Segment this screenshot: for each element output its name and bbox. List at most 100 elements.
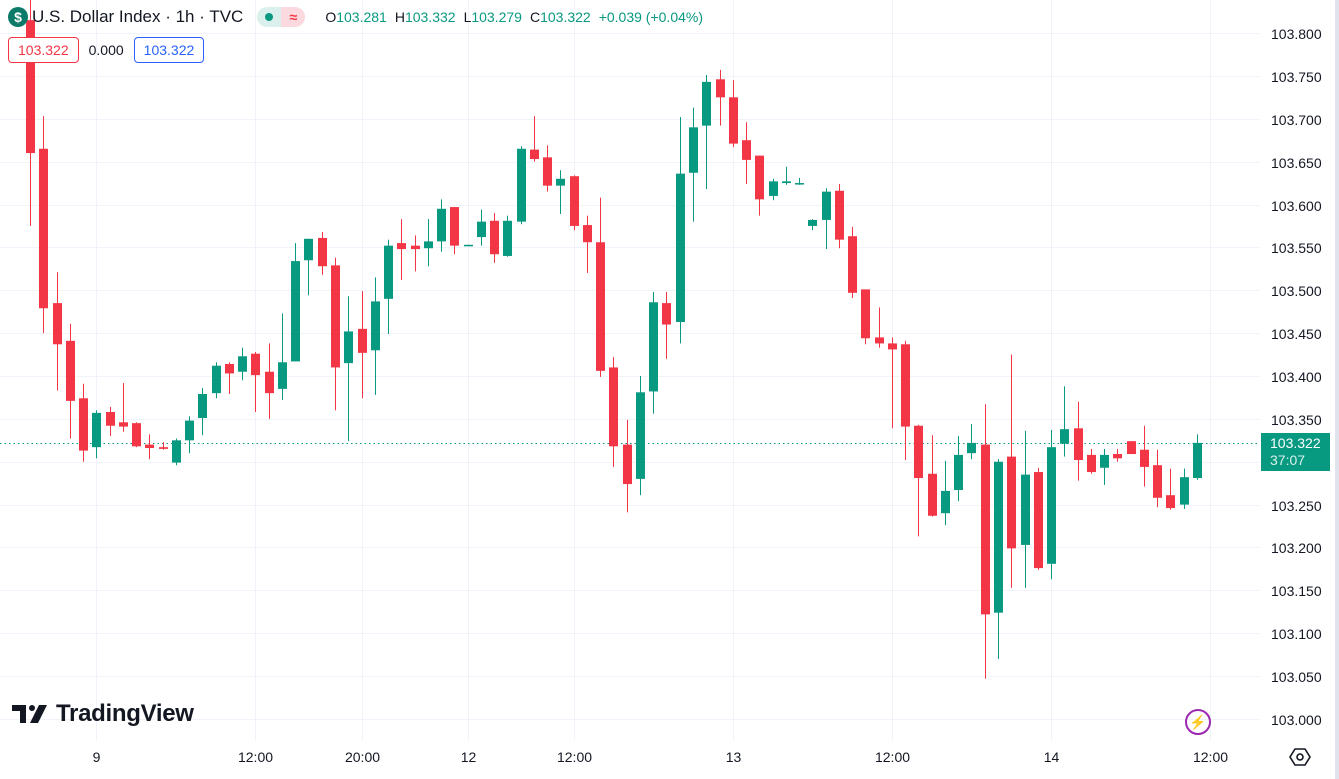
tradingview-logo[interactable]: TradingView — [12, 700, 194, 728]
sell-button[interactable]: 103.322 — [8, 37, 79, 63]
candle-body — [848, 236, 857, 293]
settings-hexagon-icon[interactable] — [1289, 746, 1311, 768]
candle-down — [609, 357, 618, 467]
candle-up — [1180, 468, 1189, 509]
candle-up — [424, 219, 433, 267]
ohlc-values: O103.281 H103.332 L103.279 C103.322 +0.0… — [325, 9, 703, 25]
candle-up — [371, 277, 380, 395]
candle-down — [119, 382, 128, 432]
candle-body — [649, 302, 658, 392]
candle-body — [437, 208, 446, 242]
candle-body — [251, 353, 260, 376]
candle-down — [1140, 425, 1149, 487]
right-scrollbar[interactable] — [1335, 0, 1339, 779]
candle-body — [941, 490, 950, 514]
candle-up — [941, 460, 950, 526]
symbol-legend: $ U.S. Dollar Index · 1h · TVC ≈ O103.28… — [8, 6, 703, 28]
candle-up — [437, 199, 446, 252]
time-tick-label: 12:00 — [237, 749, 274, 765]
last-price-tag: 103.322 37:07 — [1261, 433, 1330, 471]
candle-wick — [892, 337, 893, 429]
candle-body — [517, 148, 526, 222]
time-tick-label: 12:00 — [874, 749, 911, 765]
candle-wick — [560, 170, 561, 214]
candle-up — [464, 244, 473, 247]
candle-down — [1034, 467, 1043, 570]
price-tick-label: 103.750 — [1271, 68, 1322, 85]
candle-body — [1166, 495, 1175, 509]
candle-up — [1047, 430, 1056, 580]
candle-down — [159, 442, 168, 450]
candle-up — [1060, 386, 1069, 457]
candle-down — [66, 323, 75, 439]
candle-up — [212, 362, 221, 399]
close-value: 103.322 — [540, 9, 591, 25]
candle-body — [755, 155, 764, 200]
candle-body — [411, 245, 420, 250]
candle-body — [967, 442, 976, 454]
candle-body — [1113, 454, 1122, 459]
price-tick-label: 103.250 — [1271, 497, 1322, 514]
candle-down — [265, 343, 274, 419]
candle-down — [106, 406, 115, 437]
candle-body — [1007, 456, 1016, 549]
price-tick-label: 103.700 — [1271, 111, 1322, 128]
price-tick-label: 103.800 — [1271, 25, 1322, 42]
candle-body — [623, 444, 632, 485]
candle-up — [636, 376, 645, 496]
candle-down — [411, 235, 420, 272]
symbol-title[interactable]: U.S. Dollar Index · 1h · TVC — [32, 7, 244, 26]
time-tick-label: 12:00 — [1192, 749, 1229, 765]
candle-body — [662, 303, 671, 325]
candle-wick — [229, 362, 230, 395]
price-tick-label: 103.600 — [1271, 197, 1322, 214]
candle-body — [689, 127, 698, 173]
lightning-icon[interactable]: ⚡ — [1185, 709, 1211, 735]
candle-up — [822, 188, 831, 250]
candle-body — [742, 140, 751, 160]
candle-body — [79, 398, 88, 451]
candle-down — [1087, 448, 1096, 474]
candle-body — [570, 176, 579, 226]
buy-button[interactable]: 103.322 — [133, 37, 205, 63]
candle-down — [1113, 448, 1122, 462]
market-status[interactable]: ≈ — [257, 7, 306, 27]
candle-body — [106, 412, 115, 426]
candle-body — [835, 190, 844, 240]
candle-wick — [415, 235, 416, 272]
candle-body — [716, 79, 725, 98]
candle-body — [914, 425, 923, 479]
price-tick-label: 103.150 — [1271, 582, 1322, 599]
candle-down — [1166, 468, 1175, 510]
candle-down — [662, 291, 671, 359]
candle-body — [92, 412, 101, 448]
candle-up — [503, 215, 512, 257]
candle-body — [384, 245, 393, 299]
candle-down — [716, 69, 725, 126]
candle-body — [861, 289, 870, 339]
price-tick-label: 103.500 — [1271, 282, 1322, 299]
candle-body — [278, 362, 287, 389]
candle-down — [397, 219, 406, 280]
candle-body — [875, 337, 884, 344]
candle-down — [623, 419, 632, 513]
time-tick-label: 20:00 — [344, 749, 381, 765]
candle-up — [808, 219, 817, 231]
candle-up — [702, 75, 711, 190]
candle-down — [914, 424, 923, 537]
candle-body — [1047, 447, 1056, 564]
candle-body — [1021, 474, 1030, 545]
candle-up — [517, 146, 526, 225]
candle-body — [1140, 449, 1149, 467]
candle-wick — [308, 238, 309, 296]
candle-down — [729, 80, 738, 148]
candle-body — [583, 225, 592, 243]
candle-body — [344, 331, 353, 364]
time-tick-label: 14 — [1043, 749, 1060, 765]
candle-body — [477, 221, 486, 238]
candle-down — [742, 122, 751, 184]
candle-body — [238, 356, 247, 372]
candle-down — [450, 207, 459, 255]
candle-up — [172, 438, 181, 466]
